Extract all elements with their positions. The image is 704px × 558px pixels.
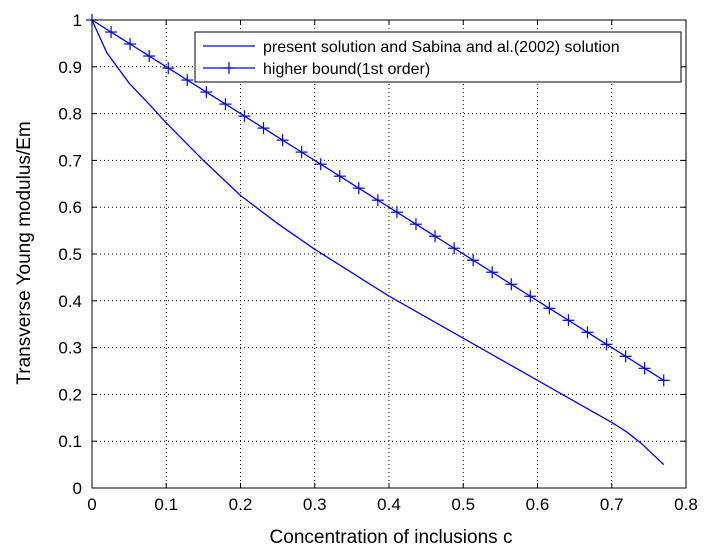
data-point (314, 158, 327, 171)
y-tick-label: 0.3 (58, 339, 82, 358)
data-point (219, 98, 232, 111)
data-point (486, 266, 499, 279)
y-tick-label: 0.4 (58, 292, 82, 311)
data-point (371, 194, 384, 207)
data-point (352, 182, 365, 195)
data-point (257, 122, 270, 135)
legend-entry: higher bound(1st order) (203, 61, 430, 78)
x-tick-label: 0 (87, 495, 96, 514)
y-tick-label: 1 (73, 11, 82, 30)
data-point (295, 146, 308, 159)
data-point (276, 134, 289, 147)
data-point (124, 38, 137, 51)
data-point (333, 170, 346, 183)
x-axis-label: Concentration of inclusions c (270, 527, 513, 548)
data-point (448, 242, 461, 255)
y-tick-label: 0 (73, 479, 82, 498)
data-point (524, 290, 537, 303)
legend-box (194, 31, 682, 83)
data-point (581, 326, 594, 339)
series-layer (86, 14, 670, 466)
series-2 (86, 14, 670, 387)
ticks: 0 0.1 0.2 0.3 0.4 0.5 0.6 0.7 0.8 0 0.1 0.2 0.3 0.4 0.… (58, 11, 697, 514)
y-tick-label: 0.7 (58, 151, 82, 170)
data-point (562, 314, 575, 327)
x-tick-label: 0.4 (377, 495, 401, 514)
data-point (200, 86, 213, 99)
data-point (638, 362, 651, 375)
legend: present solution and Sabina and al.(2002… (194, 31, 682, 83)
data-point (657, 374, 670, 387)
legend-label: higher bound(1st order) (263, 61, 430, 78)
data-point (467, 254, 480, 267)
y-tick-label: 0.1 (58, 432, 82, 451)
x-tick-label: 0.3 (303, 495, 327, 514)
data-point (223, 62, 235, 74)
legend-label: present solution and Sabina and al.(2002… (263, 39, 620, 56)
data-point (409, 218, 422, 231)
x-tick-label: 0.5 (451, 495, 475, 514)
x-tick-label: 0.2 (229, 495, 253, 514)
legend-entry: present solution and Sabina and al.(2002… (203, 39, 620, 56)
data-point (238, 110, 251, 123)
data-point (600, 338, 613, 351)
y-tick-label: 0.8 (58, 105, 82, 124)
y-tick-label: 0.6 (58, 198, 82, 217)
data-point (429, 230, 442, 243)
data-point (162, 62, 175, 75)
data-point (619, 350, 632, 363)
data-point (390, 206, 403, 219)
data-point (143, 50, 156, 63)
y-tick-label: 0.9 (58, 58, 82, 77)
x-tick-label: 0.8 (674, 495, 698, 514)
data-point (543, 302, 556, 315)
data-point (505, 278, 518, 291)
series-1 (91, 19, 665, 466)
series-line (91, 19, 665, 466)
y-tick-label: 0.2 (58, 385, 82, 404)
data-point (105, 26, 118, 39)
y-axis-label: Transverse Young modulus/Em (14, 121, 35, 384)
x-tick-label: 0.7 (600, 495, 624, 514)
x-tick-label: 0.1 (154, 495, 178, 514)
y-tick-label: 0.5 (58, 245, 82, 264)
data-point (181, 74, 194, 87)
x-tick-label: 0.6 (526, 495, 550, 514)
